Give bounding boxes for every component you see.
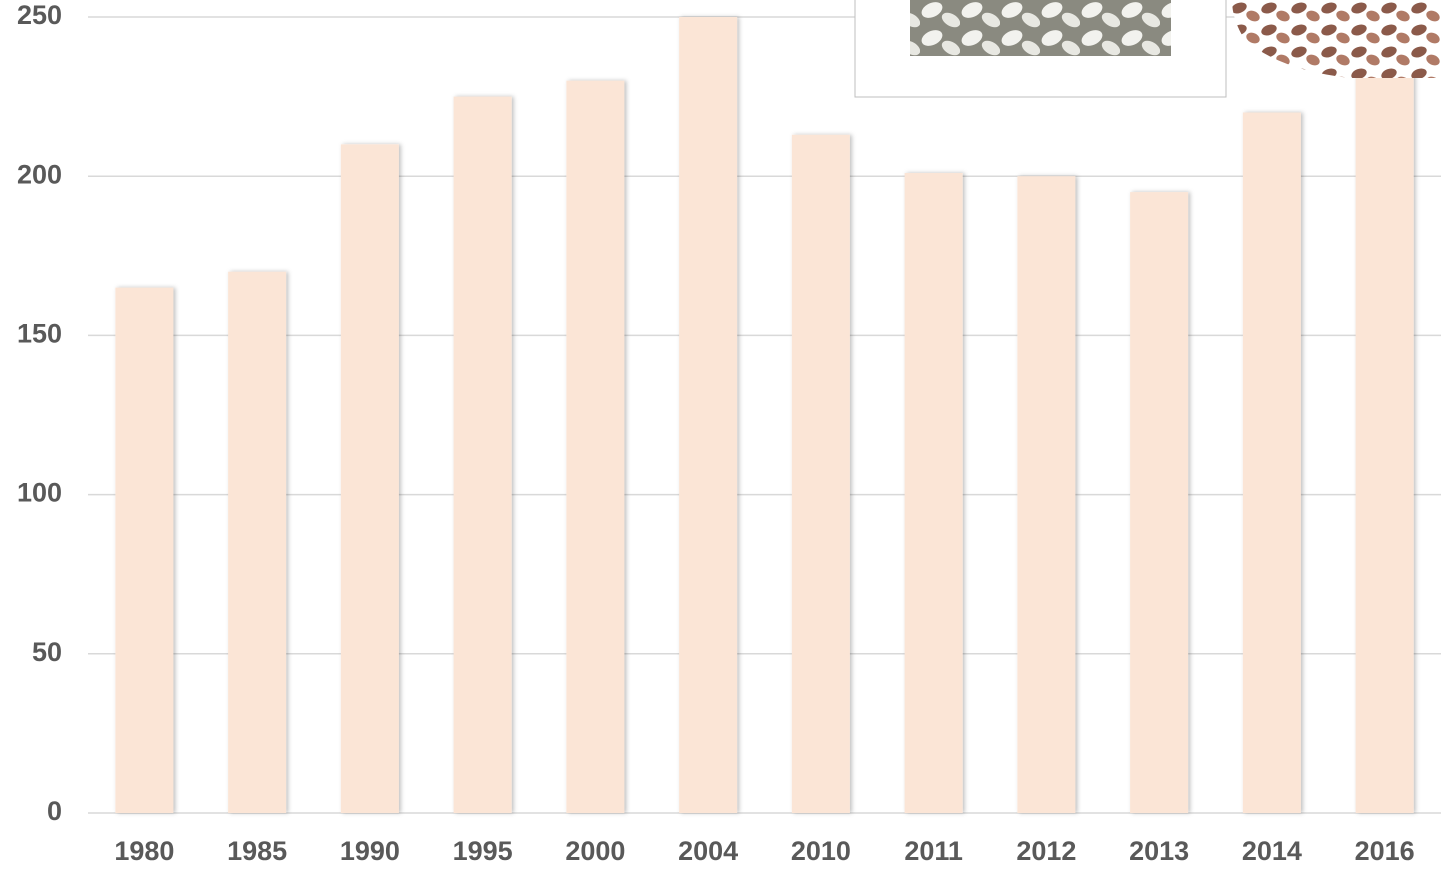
y-tick-label: 100 bbox=[17, 478, 62, 508]
white-beans-photo bbox=[910, 0, 1171, 56]
bar bbox=[1017, 176, 1076, 813]
bean-photos bbox=[854, 0, 1441, 98]
x-tick-label: 1995 bbox=[453, 836, 513, 866]
y-tick-label: 150 bbox=[17, 319, 62, 349]
y-tick-label: 200 bbox=[17, 159, 62, 189]
x-tick-label: 2011 bbox=[904, 836, 963, 866]
bar bbox=[1130, 192, 1189, 813]
x-tick-label: 2012 bbox=[1016, 836, 1076, 866]
bar bbox=[1355, 48, 1414, 813]
y-tick-label: 0 bbox=[47, 796, 62, 826]
bar bbox=[791, 134, 850, 814]
bar bbox=[453, 96, 512, 814]
x-tick-label: 2013 bbox=[1129, 836, 1189, 866]
x-tick-label: 1990 bbox=[340, 836, 400, 866]
bar bbox=[566, 80, 625, 814]
y-tick-label: 250 bbox=[17, 0, 62, 30]
x-tick-label: 2000 bbox=[565, 836, 625, 866]
bar bbox=[904, 173, 963, 814]
x-tick-label: 2014 bbox=[1242, 836, 1302, 866]
bar bbox=[340, 144, 399, 814]
y-tick-label: 50 bbox=[32, 637, 62, 667]
x-tick-label: 1980 bbox=[114, 836, 174, 866]
bar bbox=[228, 271, 287, 814]
brown-beans-photo bbox=[1232, 0, 1441, 78]
x-tick-label: 2016 bbox=[1355, 836, 1415, 866]
plot-area: 0 50 100 150 200 250 1980 1985 1990 1995 2000 2004 2… bbox=[17, 0, 1441, 866]
x-tick-label: 1985 bbox=[227, 836, 287, 866]
bar bbox=[115, 287, 174, 813]
bar bbox=[1242, 112, 1301, 813]
bar bbox=[679, 17, 738, 813]
x-tick-label: 2010 bbox=[791, 836, 851, 866]
x-tick-label: 2004 bbox=[678, 836, 738, 866]
